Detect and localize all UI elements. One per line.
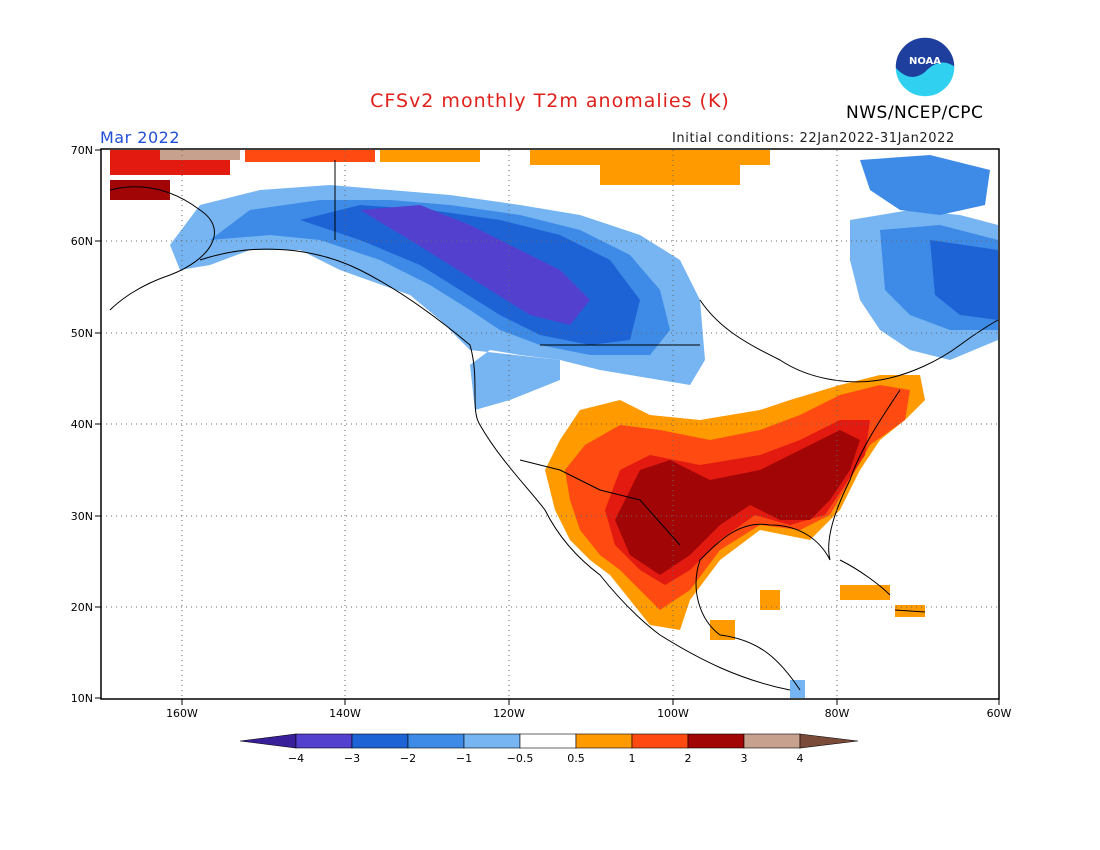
anomaly-region-yucatan bbox=[760, 590, 780, 610]
lat-label-70: 70N bbox=[71, 144, 93, 157]
lat-label-30: 30N bbox=[71, 510, 93, 523]
colorbar-label: 4 bbox=[797, 752, 804, 765]
colorbar-bin-5 bbox=[519, 733, 577, 749]
lon-label-120w: 120W bbox=[493, 707, 525, 720]
coastline-alaska bbox=[109, 186, 215, 311]
lat-label-40: 40N bbox=[71, 418, 93, 431]
colorbar-bin-3 bbox=[407, 733, 465, 749]
border-us-mexico bbox=[519, 459, 681, 546]
anomaly-region-central-am bbox=[710, 620, 735, 640]
anomaly-region-arctic-east bbox=[530, 150, 770, 165]
map-title: CFSv2 monthly T2m anomalies (K) bbox=[370, 90, 730, 112]
anomaly-shading bbox=[110, 150, 998, 698]
anomaly-region-panama bbox=[790, 680, 805, 698]
agency-label: NWS/NCEP/CPC bbox=[846, 103, 984, 123]
colorbar-label: 2 bbox=[685, 752, 692, 765]
noaa-logo-border bbox=[894, 36, 956, 98]
anomaly-region-arctic-brown bbox=[160, 150, 240, 160]
colorbar-arrow-left bbox=[239, 733, 297, 749]
valid-month-label: Mar 2022 bbox=[100, 128, 180, 147]
latitude-axis: 70N 60N 50N 40N 30N 20N 10N bbox=[71, 144, 101, 705]
colorbar-label: 3 bbox=[741, 752, 748, 765]
lon-label-60w: 60W bbox=[987, 707, 1012, 720]
anomaly-region-cuba bbox=[840, 585, 890, 600]
colorbar-bin-4 bbox=[463, 733, 521, 749]
lon-label-160w: 160W bbox=[166, 707, 198, 720]
coastline-pacific bbox=[199, 248, 791, 691]
colorbar-bin-2 bbox=[351, 733, 409, 749]
colorbar-labels: −4 −3 −2 −1 −0.5 0.5 1 2 3 4 bbox=[288, 752, 804, 765]
anomaly-region-arctic-mid bbox=[245, 150, 375, 162]
colorbar-label: 0.5 bbox=[567, 752, 585, 765]
anomaly-region-greenland-neg-1 bbox=[860, 155, 990, 215]
colorbar-bin-1 bbox=[295, 733, 353, 749]
lat-label-50: 50N bbox=[71, 327, 93, 340]
colorbar-bin-8 bbox=[687, 733, 745, 749]
noaa-logo-bird bbox=[895, 37, 955, 77]
colorbar-label: −4 bbox=[288, 752, 304, 765]
noaa-logo: NOAA bbox=[894, 36, 956, 98]
anomaly-region-neg-3 bbox=[360, 205, 590, 325]
longitude-axis: 160W 140W 120W 100W 80W 60W bbox=[166, 699, 1012, 720]
colorbar-bin-7 bbox=[631, 733, 689, 749]
colorbar bbox=[239, 733, 859, 749]
colorbar-arrow-right bbox=[799, 733, 859, 749]
lat-label-10: 10N bbox=[71, 692, 93, 705]
colorbar-label: −0.5 bbox=[507, 752, 534, 765]
coastline-caribbean bbox=[839, 559, 926, 613]
anomaly-region-pos-3 bbox=[615, 430, 860, 575]
lon-label-100w: 100W bbox=[657, 707, 689, 720]
initial-conditions-label: Initial conditions: 22Jan2022-31Jan2022 bbox=[672, 131, 955, 146]
lat-label-60: 60N bbox=[71, 235, 93, 248]
colorbar-label: −3 bbox=[344, 752, 360, 765]
colorbar-bin-6 bbox=[575, 733, 633, 749]
lon-label-140w: 140W bbox=[329, 707, 361, 720]
coastline-hudson bbox=[699, 299, 999, 383]
anomaly-region-arctic-east2 bbox=[600, 165, 740, 185]
noaa-logo-text: NOAA bbox=[909, 56, 941, 67]
anomaly-region-east-neg-2 bbox=[930, 240, 998, 320]
anomaly-region-arctic-mid2 bbox=[380, 150, 480, 162]
colorbar-bin-9 bbox=[743, 733, 801, 749]
lat-label-20: 20N bbox=[71, 601, 93, 614]
colorbar-label: −1 bbox=[456, 752, 472, 765]
anomaly-region-alaska-west bbox=[110, 180, 170, 200]
colorbar-label: −2 bbox=[400, 752, 416, 765]
colorbar-label: 1 bbox=[629, 752, 636, 765]
lon-label-80w: 80W bbox=[825, 707, 850, 720]
coastline-atlantic-gulf bbox=[695, 389, 901, 691]
